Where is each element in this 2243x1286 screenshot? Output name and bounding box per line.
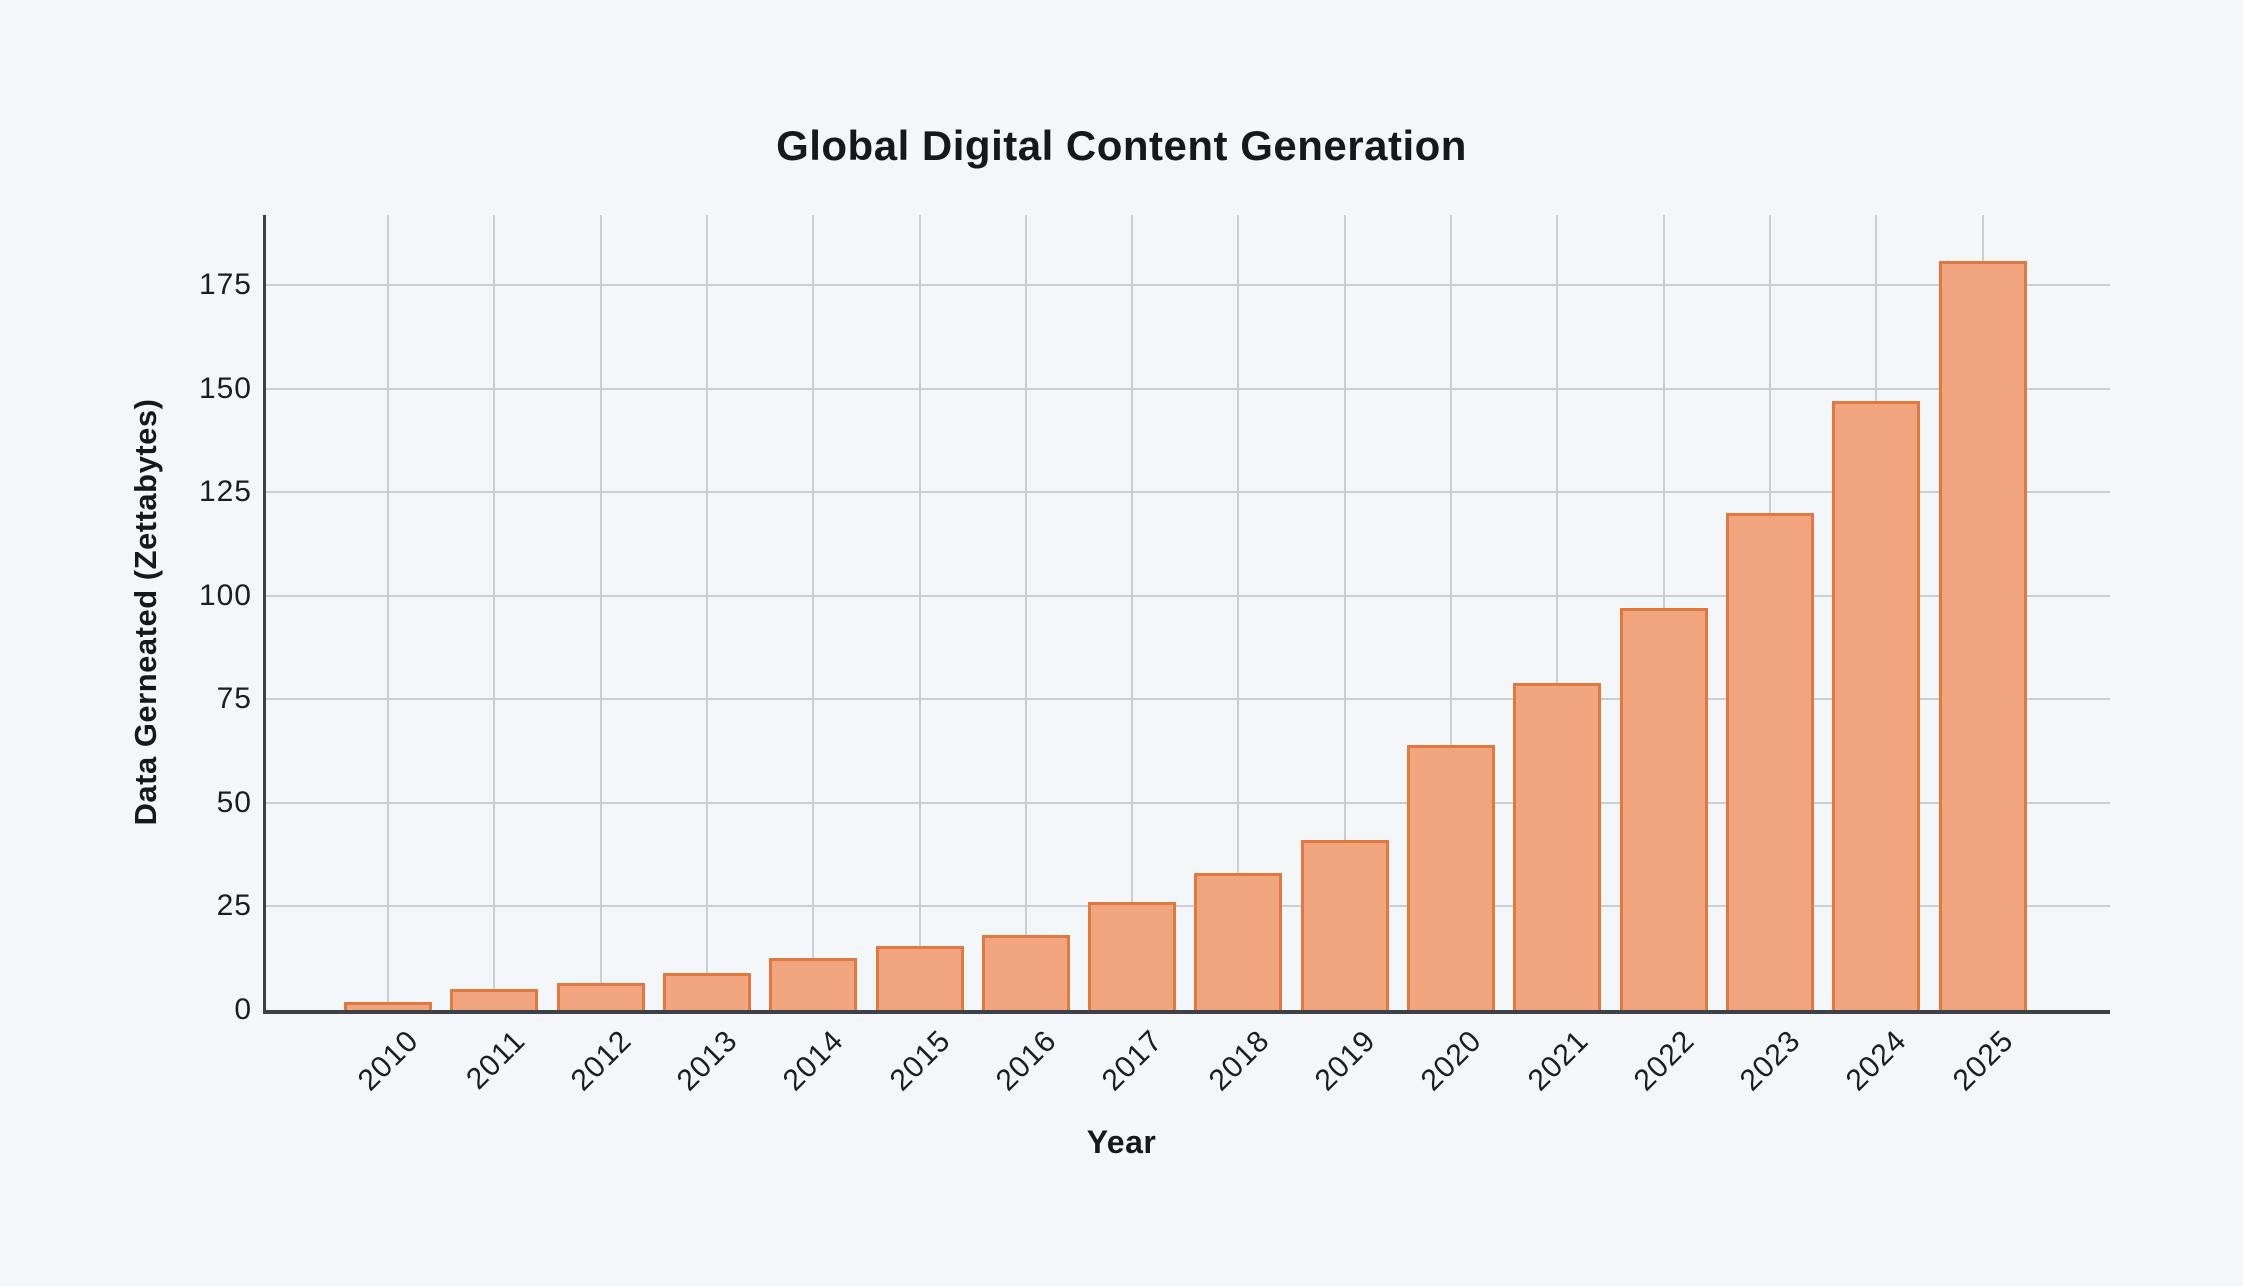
gridline-y-75 <box>266 698 2110 701</box>
bar-2010 <box>344 1001 432 1010</box>
gridline-y-125 <box>266 491 2110 494</box>
x-tick-label-2020: 2020 <box>1414 1024 1489 1098</box>
bar-2018 <box>1194 873 1283 1010</box>
x-tick-label-2013: 2013 <box>670 1024 745 1098</box>
bar-2012 <box>556 983 645 1010</box>
gridline-y-175 <box>266 284 2110 287</box>
gridline-x-2017 <box>1131 215 1134 1010</box>
gridline-y-150 <box>266 387 2110 390</box>
gridline-x-2016 <box>1024 215 1027 1010</box>
y-tick-label-50: 50 <box>216 785 252 819</box>
bar-2025 <box>1938 260 2027 1010</box>
gridline-x-2010 <box>387 215 389 1010</box>
bar-2019 <box>1300 840 1389 1010</box>
gridline-x-2019 <box>1343 215 1346 1010</box>
y-tick-label-25: 25 <box>216 889 252 923</box>
x-tick-label-2021: 2021 <box>1521 1024 1595 1098</box>
bar-2021 <box>1513 682 1602 1010</box>
x-tick-label-2011: 2011 <box>459 1024 532 1096</box>
bar-2013 <box>662 972 751 1010</box>
bar-2020 <box>1407 745 1495 1010</box>
y-tick-label-100: 100 <box>198 578 252 612</box>
x-tick-label-2016: 2016 <box>989 1024 1064 1098</box>
bar-2024 <box>1832 401 1921 1010</box>
gridline-x-2014 <box>812 215 815 1010</box>
y-tick-label-150: 150 <box>198 371 252 405</box>
x-tick-label-2022: 2022 <box>1627 1024 1701 1098</box>
plot-area <box>263 215 2110 1014</box>
gridline-x-2013 <box>705 215 708 1010</box>
bar-2017 <box>1088 902 1177 1010</box>
x-tick-label-2024: 2024 <box>1840 1024 1914 1098</box>
x-axis-label: Year <box>1086 1124 1157 1160</box>
gridline-x-2012 <box>599 215 602 1010</box>
x-tick-label-2023: 2023 <box>1733 1024 1808 1098</box>
chart-title: Global Digital Content Generation <box>776 122 1467 169</box>
x-tick-label-2017: 2017 <box>1096 1024 1170 1098</box>
x-tick-label-2018: 2018 <box>1202 1024 1276 1098</box>
x-tick-label-2025: 2025 <box>1946 1024 2020 1098</box>
gridline-x-2015 <box>918 215 921 1010</box>
y-tick-label-0: 0 <box>234 993 252 1026</box>
bar-2015 <box>875 945 964 1010</box>
gridline-y-25 <box>266 905 2110 908</box>
gridline-x-2011 <box>493 215 496 1010</box>
bar-2014 <box>769 958 858 1010</box>
x-tick-label-2019: 2019 <box>1308 1024 1383 1098</box>
bar-2023 <box>1725 513 1814 1010</box>
bar-2022 <box>1619 608 1708 1010</box>
x-tick-label-2012: 2012 <box>564 1024 638 1098</box>
gridline-x-2021 <box>1556 215 1559 1010</box>
gridline-y-100 <box>266 594 2110 597</box>
gridline-x-2018 <box>1237 215 1240 1010</box>
gridline-y-50 <box>266 801 2110 804</box>
y-tick-label-175: 175 <box>198 268 252 302</box>
y-tick-label-75: 75 <box>216 682 252 716</box>
x-tick-label-2014: 2014 <box>777 1024 851 1098</box>
bar-2011 <box>450 989 539 1010</box>
gridline-x-2020 <box>1450 215 1452 1010</box>
y-tick-label-125: 125 <box>198 475 252 509</box>
bar-2016 <box>981 935 1070 1010</box>
x-tick-label-2015: 2015 <box>883 1024 957 1098</box>
x-tick-label-2010: 2010 <box>351 1024 426 1098</box>
